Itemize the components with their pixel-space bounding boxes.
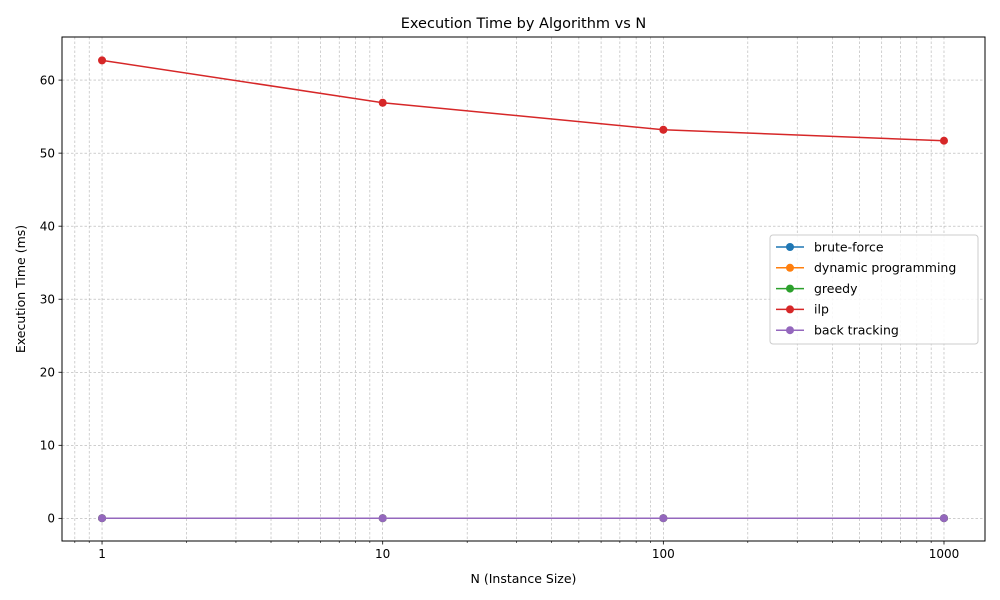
legend-item: back tracking [776,323,899,338]
y-tick-label: 30 [40,293,55,307]
data-point [659,514,668,523]
series-back-tracking [98,514,948,523]
y-tick-label: 10 [40,439,55,453]
y-axis-label: Execution Time (ms) [13,225,28,353]
legend-label: brute-force [814,239,884,254]
legend-label: dynamic programming [814,260,956,275]
legend: brute-force dynamic programming greedy ilp b… [769,234,979,345]
y-tick-label: 40 [40,219,55,233]
legend-label: back tracking [814,323,899,338]
series-line [101,59,945,142]
legend-item: dynamic programming [776,260,956,275]
data-point [378,98,387,107]
legend-marker [786,284,794,293]
data-point [98,514,107,523]
legend-box [769,234,979,345]
x-tick-label: 1000 [929,547,960,561]
legend-label: ilp [814,302,829,317]
legend-label: greedy [814,281,858,296]
data-point [939,136,948,145]
y-tick-label: 50 [40,146,55,160]
data-point [98,56,107,65]
plot-frame [61,36,986,542]
x-axis-label: N (Instance Size) [471,571,577,586]
series-ilp [98,56,948,145]
data-point [659,125,668,134]
chart-title: Execution Time by Algorithm vs N [401,16,646,32]
legend-marker [786,243,794,251]
data-point [939,514,948,523]
series-layer [98,56,948,523]
legend-marker [786,263,794,272]
y-tick-label: 20 [40,366,55,380]
x-tick-label: 1 [98,547,106,561]
x-axis: 1 10 100 1000 [74,541,960,561]
y-tick-label: 0 [47,512,55,526]
legend-item: ilp [776,302,829,317]
legend-item: brute-force [776,239,884,254]
legend-marker [786,305,794,314]
x-tick-label: 10 [375,547,390,561]
x-tick-label: 100 [652,547,675,561]
data-point [378,514,387,523]
legend-marker [786,326,794,335]
y-axis: 0 10 20 30 40 50 60 [40,73,62,526]
legend-item: greedy [776,281,858,296]
y-tick-label: 60 [40,73,55,87]
